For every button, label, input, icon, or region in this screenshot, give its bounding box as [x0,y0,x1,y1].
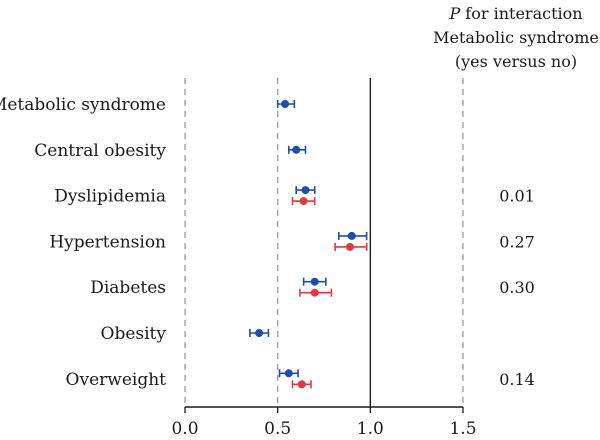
point-estimate [281,100,290,108]
estimate-blue [338,231,368,240]
rows: Metabolic syndrome Central obesity Dyslipi… [0,95,535,390]
estimate-blue [287,145,307,154]
estimate-red [291,197,316,206]
estimate-red [299,288,333,297]
point-estimate [301,186,310,195]
point-estimate [255,329,264,337]
estimate-blue [302,277,327,286]
estimate-red [334,242,368,251]
row-label: Diabetes [90,278,166,298]
point-estimate [299,197,308,206]
estimate-red [291,380,312,389]
row-label: Hypertension [49,232,166,252]
point-estimate [347,231,356,240]
estimate-blue [276,100,296,108]
p-interaction-value: 0.01 [499,187,535,206]
p-interaction-header: P for interaction Metabolic syndrome (ye… [433,4,599,71]
x-tick-label: 1.5 [449,419,476,439]
p-interaction-value: 0.30 [499,278,535,297]
row-label: Central obesity [34,141,166,161]
point-estimate [284,369,293,378]
row-label: Dyslipidemia [54,187,166,207]
row-label: Obesity [101,324,167,344]
header-line-3: (yes versus no) [455,52,577,71]
row-label: Overweight [66,370,167,390]
estimate-blue [249,329,270,337]
estimate-blue [278,369,299,378]
point-estimate [292,145,301,154]
x-tick-label: 0.5 [264,419,291,439]
header-line-1-rest: for interaction [460,4,582,23]
x-axis: 0.0 0.5 1.0 1.5 [171,406,477,439]
point-estimate [310,277,319,286]
estimate-blue [295,186,316,195]
point-estimate [310,288,319,297]
x-tick-label: 1.0 [357,419,384,439]
reference-lines [184,78,464,407]
header-p-italic: P [448,4,460,23]
p-interaction-value: 0.27 [499,232,535,251]
point-estimate [345,242,354,251]
x-tick-label: 0.0 [171,419,198,439]
header-line-1: P for interaction [448,4,582,23]
point-estimate [297,380,306,389]
row-label: Metabolic syndrome [0,95,166,115]
p-interaction-value: 0.14 [499,370,535,389]
header-line-2: Metabolic syndrome [433,28,599,47]
